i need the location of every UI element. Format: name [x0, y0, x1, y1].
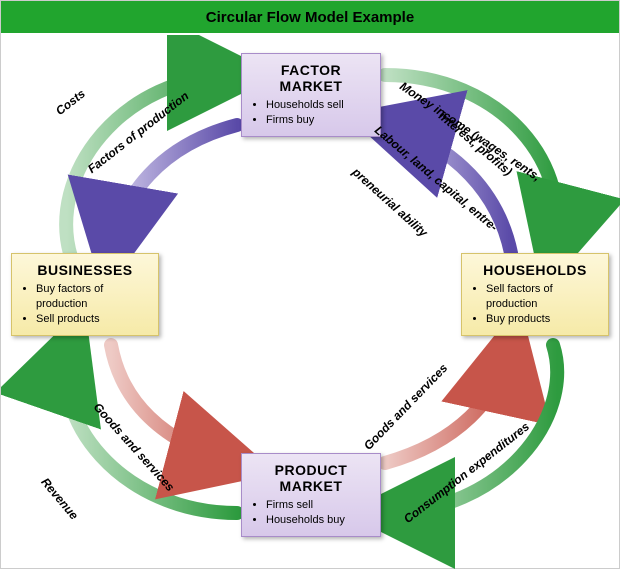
- flow-label-revenue: Revenue: [38, 475, 81, 522]
- page-title: Circular Flow Model Example: [206, 9, 414, 26]
- flow-revenue: [66, 345, 237, 513]
- product-market-title-1: PRODUCT: [275, 462, 348, 478]
- flow-label-costs: Costs: [53, 86, 88, 118]
- flow-label-factors: Factors of production: [85, 89, 191, 176]
- node-product-market: PRODUCT MARKET Firms sell Households buy: [241, 453, 381, 537]
- households-title: HOUSEHOLDS: [472, 262, 598, 278]
- businesses-item: Sell products: [36, 312, 148, 327]
- factor-market-item: Households sell: [266, 98, 370, 113]
- flow-label-labour-2: preneurial ability: [350, 165, 431, 240]
- product-market-item: Households buy: [266, 513, 370, 528]
- title-bar: Circular Flow Model Example: [1, 1, 619, 35]
- product-market-item: Firms sell: [266, 498, 370, 513]
- factor-market-item: Firms buy: [266, 113, 370, 128]
- businesses-item: Buy factors of production: [36, 282, 148, 312]
- flow-label-consumption: Consumption expenditures: [401, 419, 532, 526]
- product-market-title-2: MARKET: [280, 478, 343, 494]
- node-businesses: BUSINESSES Buy factors of production Sel…: [11, 253, 159, 336]
- node-households: HOUSEHOLDS Sell factors of production Bu…: [461, 253, 609, 336]
- factor-market-title-2: MARKET: [280, 78, 343, 94]
- households-item: Sell factors of production: [486, 282, 598, 312]
- flow-label-income-2: interest, profits): [436, 109, 515, 178]
- businesses-title: BUSINESSES: [22, 262, 148, 278]
- households-item: Buy products: [486, 312, 598, 327]
- flow-label-goods_r: Goods and services: [361, 361, 450, 453]
- factor-market-title-1: FACTOR: [281, 62, 341, 78]
- node-factor-market: FACTOR MARKET Households sell Firms buy: [241, 53, 381, 137]
- diagram-canvas: FACTOR MARKET Households sell Firms buy …: [1, 35, 619, 570]
- flow-label-goods_l: Goods and services: [91, 400, 178, 494]
